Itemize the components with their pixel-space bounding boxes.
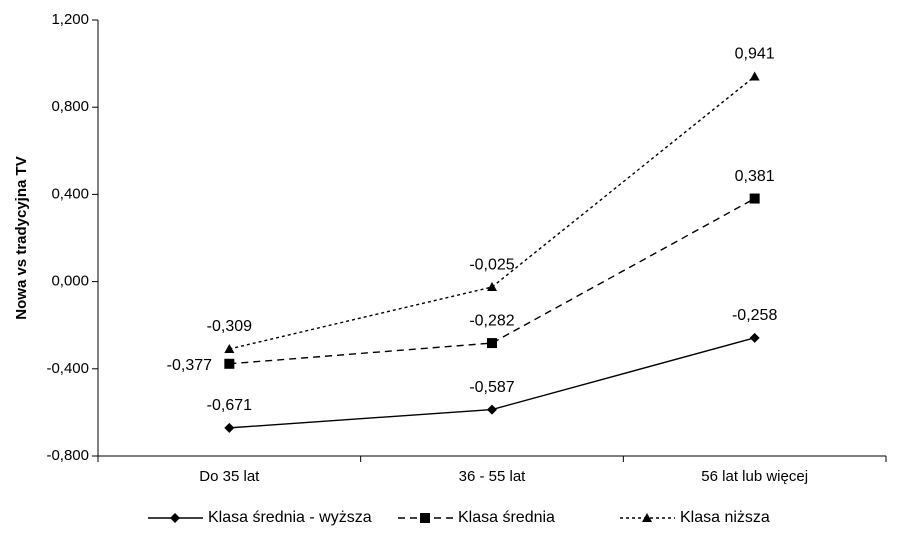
data-label: -0,587 [469,379,514,396]
legend-label: Klasa średnia - wyższa [208,509,372,526]
y-tick-label: -0,800 [46,447,89,464]
data-label: -0,282 [469,312,514,329]
data-labels: -0,671 -0,587 -0,258 -0,377 -0,282 0,381 -0,30… [167,46,778,414]
triangle-marker [487,282,497,292]
x-axis-ticks: Do 35 lat 36 - 55 lat 56 lat lub więcej [97,456,887,485]
diamond-marker [749,332,760,343]
data-label: 0,381 [735,168,775,185]
data-label: -0,671 [207,397,252,414]
y-tick-label: 0,400 [51,185,89,202]
legend-triangle-marker [642,513,652,522]
x-tick-label: 36 - 55 lat [459,468,527,485]
legend-label: Klasa średnia [458,509,555,526]
x-tick-label: Do 35 lat [199,468,260,485]
diamond-marker [224,422,235,433]
data-label: -0,258 [732,307,777,324]
x-tick-label: 56 lat lub więcej [701,468,808,485]
data-label: 0,941 [735,46,775,63]
y-tick-label: 0,800 [51,98,89,115]
legend-square-marker [420,513,430,523]
y-axis-ticks: -0,800 -0,400 0,000 0,400 0,800 1,200 [46,11,98,464]
y-tick-label: -0,400 [46,360,89,377]
triangle-marker [749,71,760,81]
triangle-marker [224,343,235,353]
y-tick-label: 0,000 [51,273,89,290]
data-label: -0,377 [167,357,212,374]
data-label: -0,309 [207,318,252,335]
square-marker [487,338,497,349]
series-line-3 [229,75,756,350]
y-tick-label: 1,200 [51,11,89,28]
legend: Klasa średnia - wyższa Klasa średnia Klasa… [148,509,770,526]
y-axis-title: Nowa vs tradycyjna TV [13,156,30,319]
data-label: -0,025 [469,256,514,273]
legend-label: Klasa niższa [680,509,770,526]
diamond-marker [487,404,497,415]
legend-diamond-marker [170,513,180,523]
series-layer [224,71,760,433]
square-marker [749,193,760,204]
square-marker [224,358,235,369]
series-line-2 [229,197,756,365]
